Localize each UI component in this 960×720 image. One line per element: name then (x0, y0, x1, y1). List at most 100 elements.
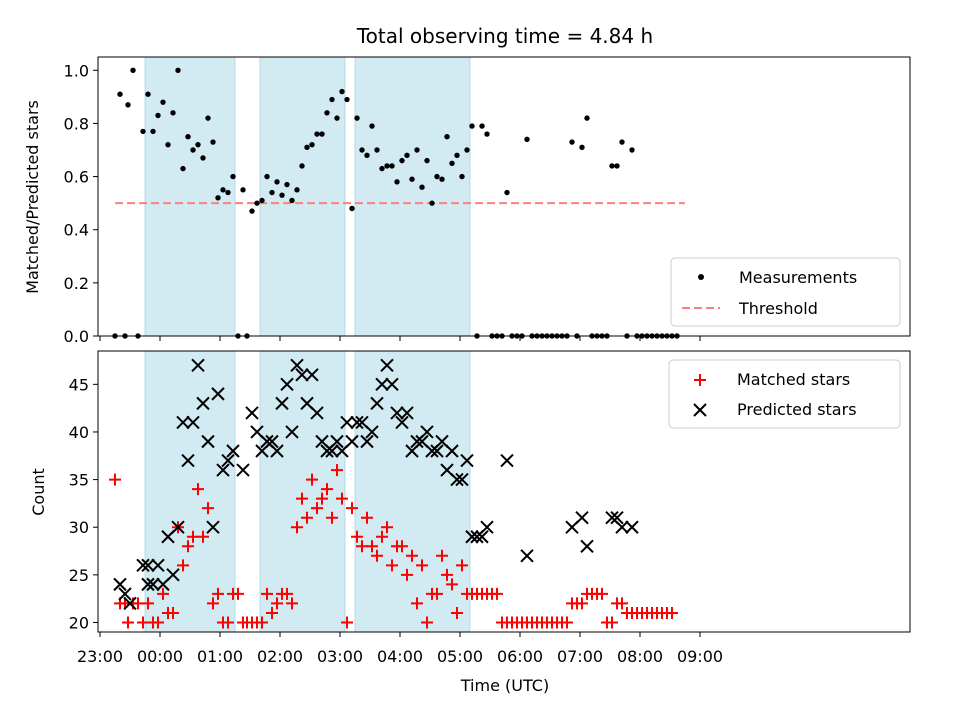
matched-star-point (666, 606, 678, 619)
matched-star-point (286, 597, 298, 610)
measurement-point (225, 189, 231, 196)
legend-predicted-label: Predicted stars (737, 400, 857, 419)
bottom-observing-window-1 (259, 350, 346, 633)
chart-title: Total observing time = 4.84 h (356, 24, 653, 48)
predicted-star-point (615, 520, 629, 534)
predicted-star-point (385, 377, 399, 392)
measurement-point (314, 131, 320, 137)
measurement-point (449, 160, 455, 166)
x-tick-label: 04:00 (377, 647, 423, 666)
measurement-point (384, 163, 390, 169)
measurement-point (274, 179, 280, 185)
predicted-star-point (395, 415, 409, 430)
top-y-axis-label: Matched/Predicted stars (23, 100, 42, 294)
matched-star-point (109, 473, 121, 486)
matched-star-point (232, 587, 244, 600)
matched-star-point (376, 530, 388, 543)
measurement-point (364, 152, 370, 159)
predicted-star-point (500, 453, 514, 468)
measurement-point (524, 136, 530, 143)
measurement-point (609, 163, 615, 169)
matched-star-point (366, 540, 378, 553)
measurement-point (419, 184, 425, 190)
predicted-star-point (141, 577, 155, 592)
predicted-star-point (275, 396, 289, 411)
matched-star-point (441, 568, 453, 581)
measurement-point (389, 163, 395, 169)
matched-star-point (401, 568, 413, 581)
bottom-y-tick-label: 20 (69, 613, 89, 632)
measurement-point (424, 157, 430, 164)
matched-star-point (142, 597, 154, 610)
predicted-star-point (211, 387, 225, 401)
matched-star-point (271, 597, 283, 610)
x-tick-label: 07:00 (557, 647, 603, 666)
matched-star-point (157, 587, 169, 600)
matched-star-point (326, 511, 338, 524)
matched-star-point (336, 492, 348, 505)
x-tick-label: 06:00 (497, 647, 543, 666)
x-tick-label: 02:00 (257, 647, 303, 666)
matched-star-point (177, 559, 189, 572)
matched-star-point (371, 549, 383, 562)
measurement-point (579, 144, 585, 151)
legend-measurements-label: Measurements (739, 268, 857, 287)
top-panel: 0.0 0.2 0.4 0.6 0.8 1.0 (64, 56, 911, 346)
measurement-point (369, 123, 375, 129)
legend-measurements-marker (698, 274, 704, 280)
x-tick-label: 00:00 (137, 647, 183, 666)
measurement-point (195, 141, 201, 148)
measurement-point (629, 147, 635, 153)
bottom-y-tick-label: 30 (69, 518, 89, 537)
matched-star-point (436, 549, 448, 562)
measurement-point (140, 128, 146, 135)
predicted-star-point (290, 358, 304, 372)
measurement-point (329, 96, 335, 103)
predicted-star-point (375, 377, 389, 392)
bottom-plot-frame (97, 350, 911, 633)
predicted-star-point (330, 434, 344, 449)
predicted-star-point (123, 596, 137, 611)
x-tick-label: 08:00 (617, 647, 663, 666)
matched-star-point (576, 597, 588, 610)
predicted-star-point (420, 425, 434, 439)
matched-star-point (306, 473, 318, 486)
predicted-star-point (186, 415, 200, 430)
measurement-point (319, 131, 325, 137)
matched-star-point (256, 616, 268, 629)
top-observing-window-2 (354, 56, 471, 337)
measurement-point (289, 197, 295, 204)
measurement-point (165, 141, 171, 148)
legend-threshold-label: Threshold (738, 299, 818, 318)
x-tick-label: 05:00 (437, 647, 483, 666)
measurement-point (324, 110, 330, 116)
predicted-star-point (196, 396, 210, 411)
predicted-star-point (465, 530, 479, 544)
legend-bottom-box (668, 359, 901, 429)
measurement-point (404, 152, 410, 159)
predicted-star-point (201, 434, 215, 449)
predicted-star-point (270, 444, 284, 458)
top-plot-frame (97, 56, 911, 337)
predicted-star-point (285, 425, 299, 439)
measurement-point (180, 165, 186, 172)
predicted-star-point (445, 444, 459, 458)
predicted-star-point (236, 463, 250, 477)
matched-star-point (596, 587, 608, 600)
x-tick-label: 09:00 (677, 647, 723, 666)
measurement-point (249, 208, 255, 214)
matched-star-point (606, 616, 618, 629)
predicted-star-point (345, 434, 359, 449)
matched-star-point (301, 511, 313, 524)
top-y-tick-label: 0.0 (64, 327, 89, 346)
predicted-star-point (166, 568, 180, 582)
matched-star-point (261, 587, 273, 600)
measurement-point (210, 139, 216, 145)
matched-star-point (316, 492, 328, 505)
predicted-star-point (181, 453, 195, 468)
top-y-tick-label: 0.8 (64, 114, 89, 133)
predicted-star-point (480, 520, 494, 534)
legend-top: Measurements Threshold (670, 257, 901, 327)
measurement-point (175, 67, 181, 73)
matched-star-point (341, 616, 353, 629)
